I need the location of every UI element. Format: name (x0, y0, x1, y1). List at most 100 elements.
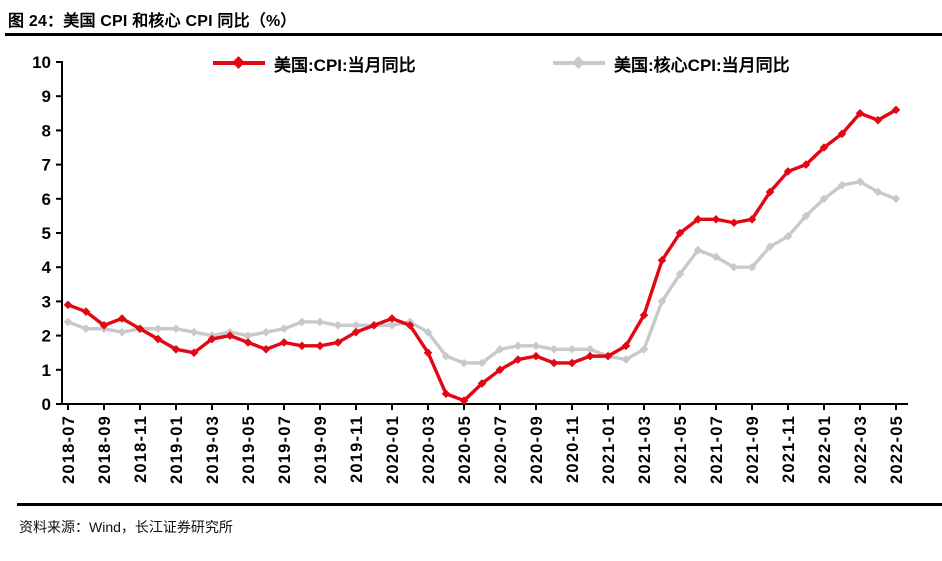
cpi-line-chart: 0 1 2 3 4 5 6 7 8 9 10 2018-07 2018-09 2018-11 2019-01… (0, 35, 942, 503)
marker-cpi (729, 218, 739, 228)
title-underline (5, 33, 942, 36)
marker-core-cpi (621, 355, 631, 364)
series-cpi (63, 105, 901, 405)
marker-core-cpi (657, 297, 667, 306)
cpi-diamond-marker-icon (232, 56, 245, 70)
marker-core-cpi (855, 177, 865, 186)
marker-core-cpi (801, 211, 811, 221)
marker-cpi (243, 338, 253, 347)
svg-text:2019-07: 2019-07 (276, 415, 294, 484)
marker-core-cpi (279, 324, 289, 334)
marker-cpi (297, 341, 307, 351)
marker-cpi (423, 348, 433, 357)
marker-cpi (369, 321, 379, 330)
svg-text:2022-05: 2022-05 (888, 415, 906, 484)
core-cpi-diamond-marker-icon (572, 56, 585, 70)
svg-text:10: 10 (32, 53, 51, 72)
svg-text:2021-07: 2021-07 (708, 415, 726, 484)
marker-core-cpi (585, 344, 595, 354)
footer-rule (17, 503, 942, 506)
marker-core-cpi (549, 344, 559, 354)
svg-text:2022-01: 2022-01 (816, 415, 834, 484)
svg-text:6: 6 (42, 190, 51, 209)
x-axis-labels: 2018-07 2018-09 2018-11 2019-01 2019-03 2019-… (60, 415, 906, 484)
marker-cpi (765, 187, 775, 197)
svg-text:2021-01: 2021-01 (600, 415, 618, 484)
chart-legend: 美国:CPI:当月同比 美国:核心CPI:当月同比 (0, 50, 942, 76)
marker-cpi (225, 331, 235, 340)
marker-cpi (405, 321, 415, 330)
marker-cpi (819, 143, 829, 152)
marker-cpi (675, 228, 685, 238)
svg-text:2018-07: 2018-07 (60, 415, 78, 484)
marker-core-cpi (189, 327, 199, 337)
marker-cpi (657, 256, 667, 265)
svg-text:2020-05: 2020-05 (456, 415, 474, 484)
marker-cpi (693, 215, 703, 224)
marker-cpi (801, 160, 811, 169)
legend-item-core-cpi: 美国:核心CPI:当月同比 (553, 50, 790, 76)
marker-cpi (639, 310, 649, 320)
series-core-cpi (63, 177, 901, 368)
chart-canvas: 0 1 2 3 4 5 6 7 8 9 10 2018-07 2018-09 2018-11 2019-01… (32, 53, 908, 484)
marker-cpi (171, 344, 181, 354)
marker-core-cpi (693, 245, 703, 255)
marker-cpi (531, 351, 541, 361)
marker-core-cpi (315, 317, 325, 327)
marker-core-cpi (441, 351, 451, 361)
marker-cpi (99, 321, 109, 330)
marker-core-cpi (513, 341, 523, 351)
marker-cpi (495, 365, 505, 375)
svg-text:2021-03: 2021-03 (636, 415, 654, 484)
marker-core-cpi (117, 327, 127, 337)
marker-core-cpi (873, 187, 883, 197)
marker-core-cpi (765, 242, 775, 251)
marker-core-cpi (531, 341, 541, 351)
marker-cpi (135, 324, 145, 334)
marker-cpi (891, 105, 901, 115)
svg-text:2018-09: 2018-09 (96, 415, 114, 484)
svg-text:2019-09: 2019-09 (312, 415, 330, 484)
marker-core-cpi (783, 232, 793, 241)
svg-text:5: 5 (42, 224, 51, 243)
marker-cpi (711, 215, 721, 224)
marker-cpi (279, 338, 289, 347)
marker-cpi (63, 300, 73, 310)
svg-text:2: 2 (42, 327, 51, 346)
svg-text:2020-11: 2020-11 (564, 415, 582, 483)
marker-core-cpi (567, 344, 577, 354)
svg-text:2021-11: 2021-11 (780, 415, 798, 483)
legend-label-core-cpi: 美国:核心CPI:当月同比 (614, 55, 790, 75)
svg-text:8: 8 (42, 121, 51, 140)
marker-cpi (261, 344, 271, 354)
svg-text:2020-01: 2020-01 (384, 415, 402, 484)
figure-footer: 资料来源：Wind，长江证券研究所 (0, 503, 942, 537)
marker-cpi (747, 215, 757, 224)
figure-title: 图 24：美国 CPI 和核心 CPI 同比（%） (8, 13, 297, 30)
marker-cpi (315, 341, 325, 351)
svg-text:3: 3 (42, 292, 51, 311)
marker-core-cpi (333, 321, 343, 330)
marker-core-cpi (675, 269, 685, 279)
cpi-series-swatch-icon (213, 56, 265, 70)
svg-text:2021-09: 2021-09 (744, 415, 762, 484)
svg-text:2019-01: 2019-01 (168, 415, 186, 484)
marker-core-cpi (891, 194, 901, 204)
svg-text:2021-05: 2021-05 (672, 415, 690, 484)
marker-core-cpi (423, 327, 433, 337)
marker-cpi (513, 355, 523, 364)
svg-text:2019-05: 2019-05 (240, 415, 258, 484)
marker-core-cpi (819, 194, 829, 204)
svg-text:2018-11: 2018-11 (132, 415, 150, 483)
marker-core-cpi (351, 321, 361, 330)
marker-cpi (837, 129, 847, 139)
marker-cpi (567, 358, 577, 368)
svg-text:2022-03: 2022-03 (852, 415, 870, 484)
svg-text:7: 7 (42, 156, 51, 175)
figure-header: 图 24：美国 CPI 和核心 CPI 同比（%） (0, 0, 942, 36)
marker-cpi (81, 307, 91, 316)
marker-core-cpi (261, 327, 271, 337)
marker-cpi (783, 167, 793, 176)
marker-cpi (621, 341, 631, 351)
marker-core-cpi (459, 358, 469, 368)
